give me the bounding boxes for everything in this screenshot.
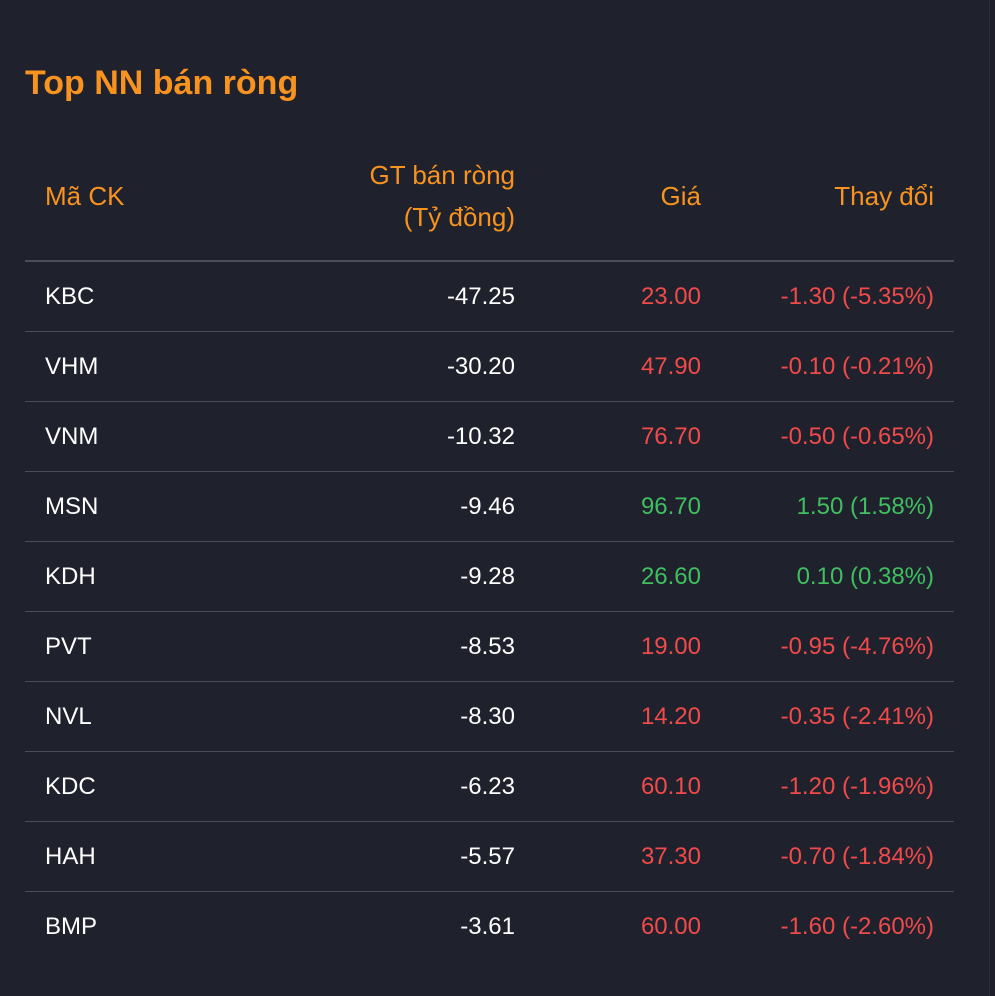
net-sell-value: -47.25 [446, 283, 515, 310]
price-change: -0.50 (-0.65%) [780, 423, 934, 450]
net-sell-value: -3.61 [460, 913, 515, 940]
price: 47.90 [640, 353, 701, 380]
table-row[interactable]: HAH -5.57 37.30 -0.70 (-1.84%) [25, 822, 954, 892]
net-sell-value: -30.20 [446, 353, 515, 380]
price: 60.00 [640, 913, 701, 940]
table-row[interactable]: PVT -8.53 19.00 -0.95 (-4.76%) [25, 612, 954, 682]
net-sell-value: -9.28 [460, 563, 515, 590]
price-change: 1.50 (1.58%) [796, 493, 934, 520]
stock-code[interactable]: PVT [45, 633, 92, 660]
net-sell-value: -9.46 [460, 493, 515, 520]
price-change: -1.20 (-1.96%) [780, 773, 934, 800]
price-change: 0.10 (0.38%) [796, 563, 934, 590]
price-change: -0.10 (-0.21%) [780, 353, 934, 380]
net-sell-value: -8.53 [460, 633, 515, 660]
stock-code[interactable]: KDC [45, 773, 96, 800]
table-row[interactable]: KDC -6.23 60.10 -1.20 (-1.96%) [25, 752, 954, 822]
stock-code[interactable]: VHM [45, 353, 99, 380]
price: 37.30 [640, 843, 701, 870]
stock-code[interactable]: BMP [45, 913, 98, 940]
header-price: Giá [660, 181, 701, 211]
price-change: -1.60 (-2.60%) [780, 913, 934, 940]
stock-code[interactable]: MSN [45, 493, 99, 520]
price-change: -0.35 (-2.41%) [780, 703, 934, 730]
table-body: KBC -47.25 23.00 -1.30 (-5.35%) VHM -30.… [25, 262, 954, 961]
header-net-sell-value: GT bán ròng (Tỷ đồng) [369, 154, 515, 238]
price: 23.00 [640, 283, 701, 310]
table-row[interactable]: VNM -10.32 76.70 -0.50 (-0.65%) [25, 402, 954, 472]
table-row[interactable]: KBC -47.25 23.00 -1.30 (-5.35%) [25, 262, 954, 332]
header-net-sell-value-line1: GT bán ròng [369, 160, 515, 190]
stock-code[interactable]: KDH [45, 563, 96, 590]
price: 96.70 [640, 493, 701, 520]
net-sell-value: -5.57 [460, 843, 515, 870]
panel-title: Top NN bán ròng [25, 64, 299, 102]
table-row[interactable]: BMP -3.61 60.00 -1.60 (-2.60%) [25, 892, 954, 961]
price: 14.20 [640, 703, 701, 730]
table-row[interactable]: VHM -30.20 47.90 -0.10 (-0.21%) [25, 332, 954, 402]
price-change: -0.95 (-4.76%) [780, 633, 934, 660]
net-sell-value: -8.30 [460, 703, 515, 730]
table-header: Mã CK GT bán ròng (Tỷ đồng) Giá Thay đổi [25, 150, 954, 262]
price: 26.60 [640, 563, 701, 590]
table-row[interactable]: KDH -9.28 26.60 0.10 (0.38%) [25, 542, 954, 612]
table-row[interactable]: MSN -9.46 96.70 1.50 (1.58%) [25, 472, 954, 542]
header-net-sell-value-line2: (Tỷ đồng) [403, 202, 515, 232]
stock-code[interactable]: HAH [45, 843, 96, 870]
header-stock-code: Mã CK [45, 181, 125, 211]
net-sell-value: -10.32 [446, 423, 515, 450]
price-change: -1.30 (-5.35%) [780, 283, 934, 310]
price: 76.70 [640, 423, 701, 450]
price: 60.10 [640, 773, 701, 800]
net-sell-value: -6.23 [460, 773, 515, 800]
stock-code[interactable]: VNM [45, 423, 99, 450]
table-row[interactable]: NVL -8.30 14.20 -0.35 (-2.41%) [25, 682, 954, 752]
net-sell-table: Mã CK GT bán ròng (Tỷ đồng) Giá Thay đổi… [25, 150, 954, 961]
stock-code[interactable]: NVL [45, 703, 92, 730]
price: 19.00 [640, 633, 701, 660]
header-change: Thay đổi [834, 181, 934, 211]
stock-code[interactable]: KBC [45, 283, 95, 310]
price-change: -0.70 (-1.84%) [780, 843, 934, 870]
